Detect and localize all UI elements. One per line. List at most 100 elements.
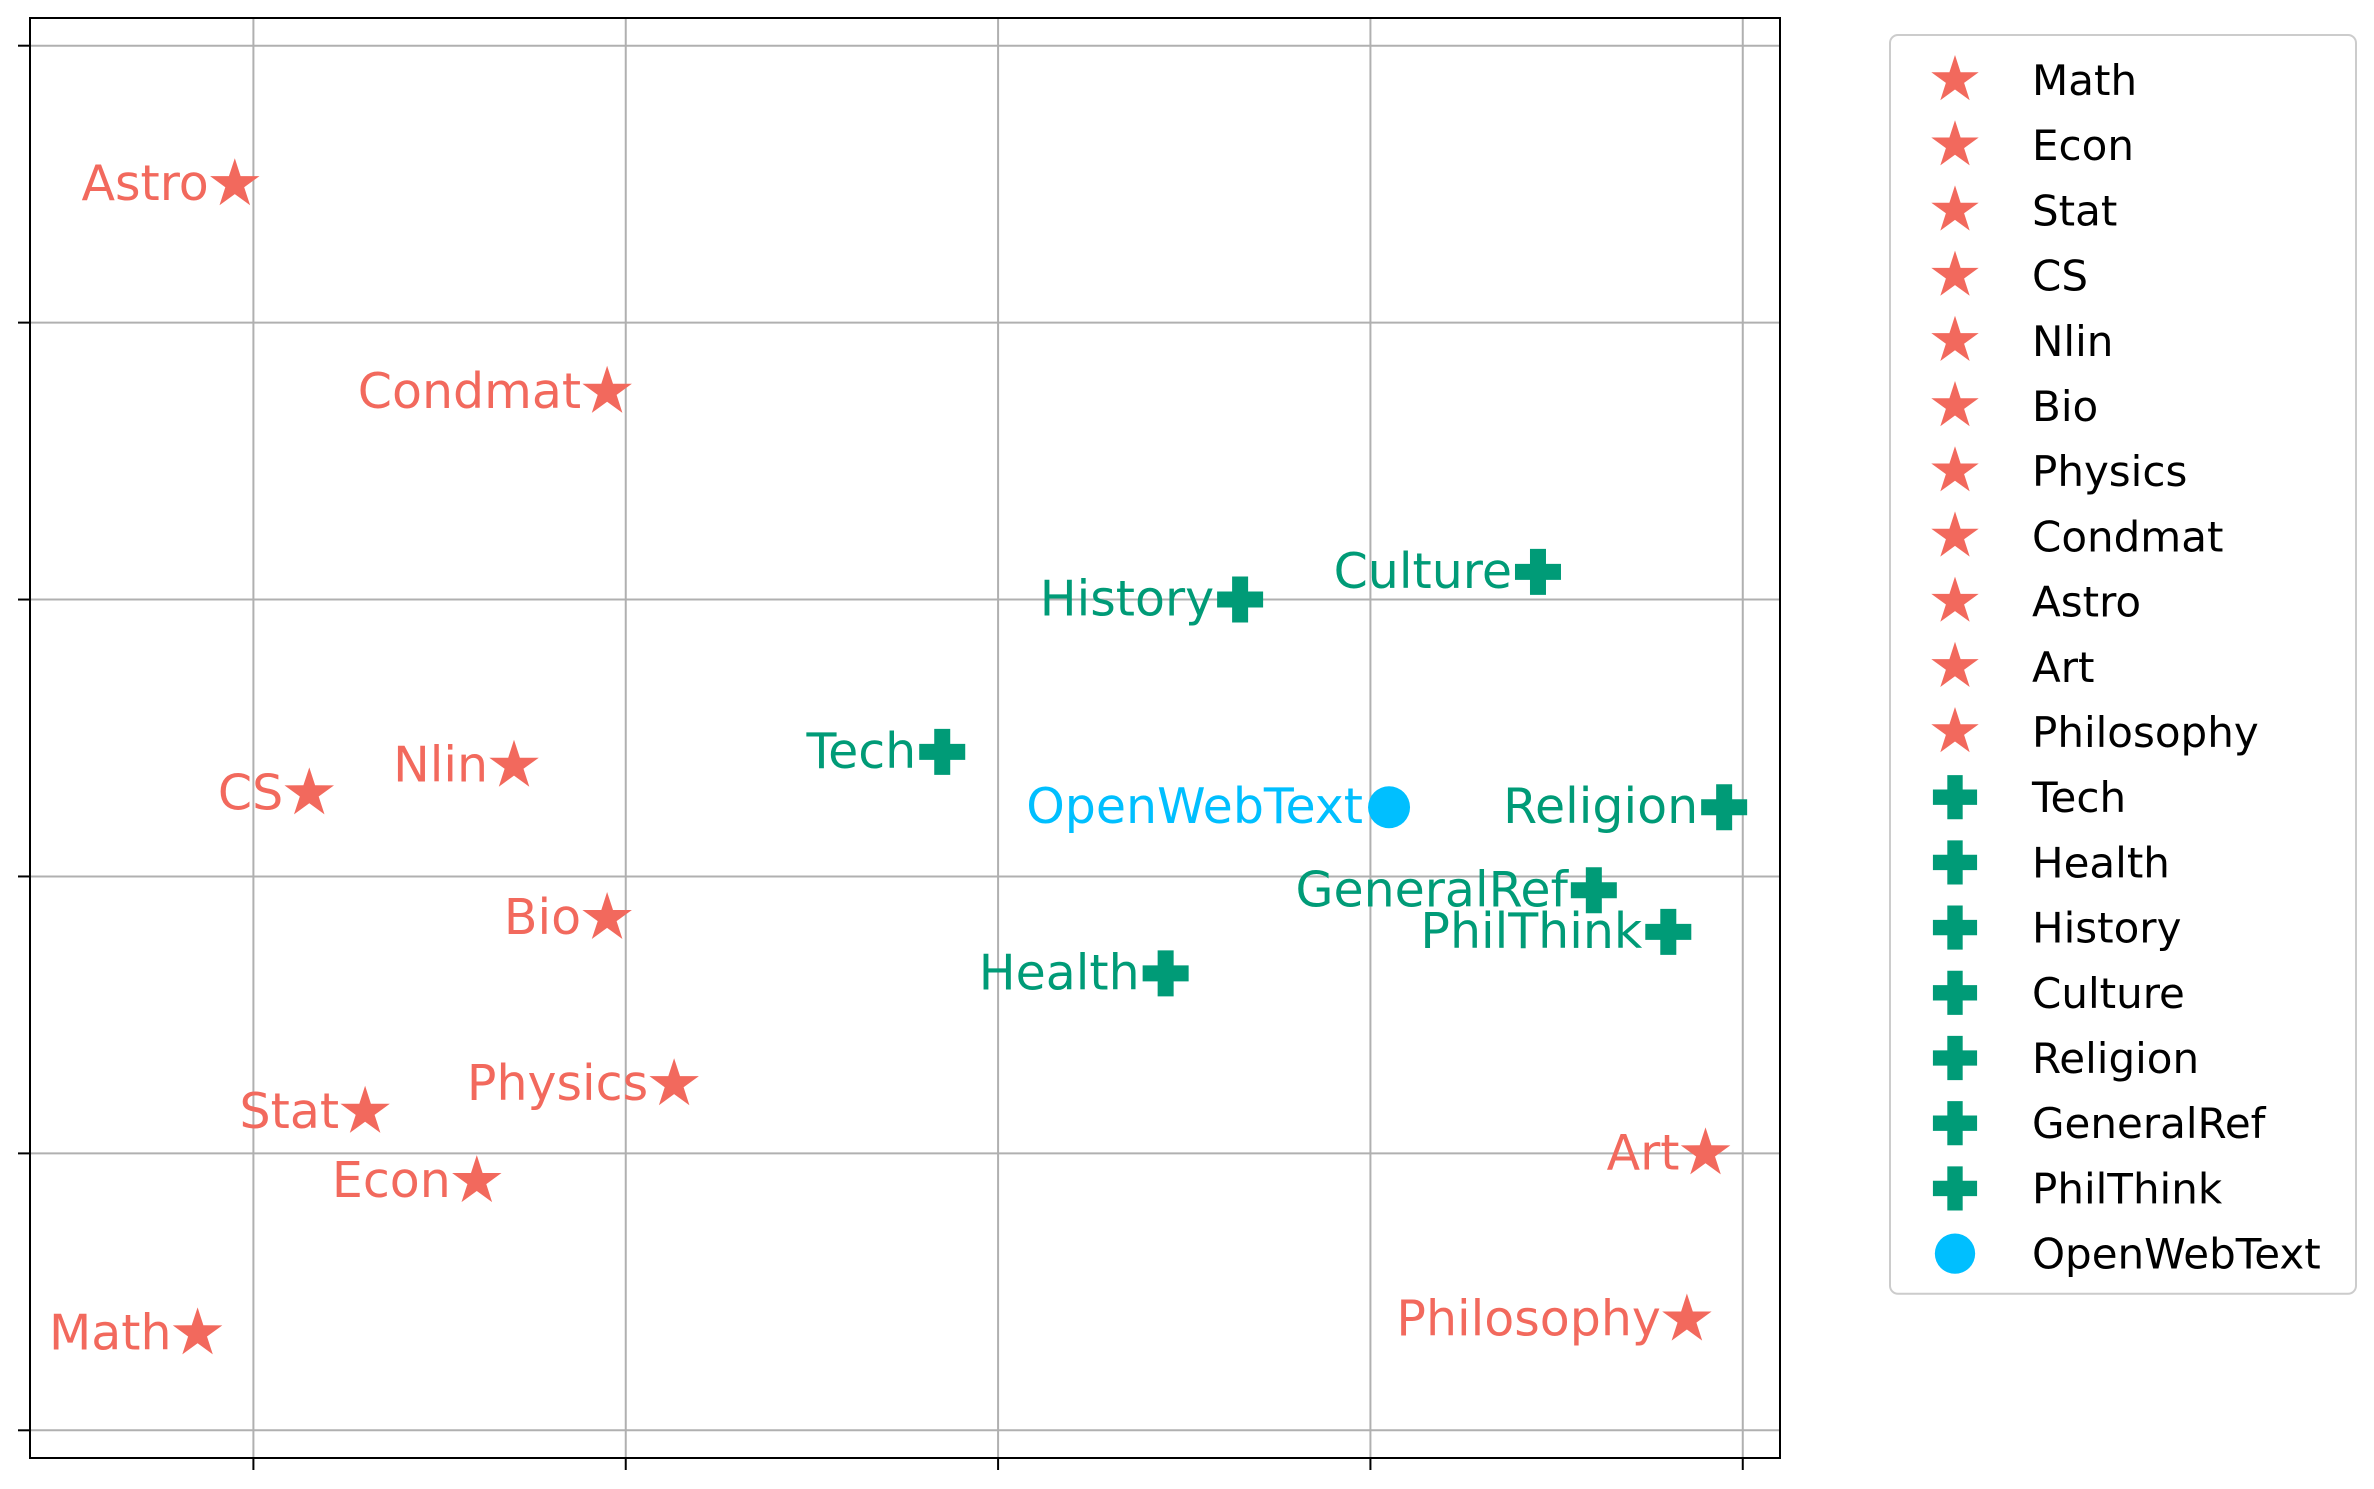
point-art: Art: [1607, 1124, 1731, 1181]
point-label: Condmat: [358, 363, 581, 420]
point-culture: Culture: [1334, 543, 1561, 600]
legend-star-marker: [1931, 446, 1979, 492]
legend-label: Physics: [2032, 447, 2187, 496]
point-tech: Tech: [805, 723, 966, 780]
point-physics: Physics: [467, 1055, 699, 1112]
point-label: PhilThink: [1420, 903, 1642, 960]
legend-item-history: History: [1932, 904, 2181, 953]
legend-star-marker: [1931, 576, 1979, 622]
star-marker: [1662, 1293, 1712, 1341]
legend-star-marker: [1931, 641, 1979, 687]
point-philthink: PhilThink: [1420, 903, 1692, 960]
point-econ: Econ: [332, 1152, 502, 1209]
point-label: Stat: [240, 1083, 340, 1140]
point-stat: Stat: [240, 1083, 390, 1140]
legend-item-econ: Econ: [1931, 120, 2134, 170]
point-math: Math: [49, 1304, 223, 1361]
star-marker: [284, 767, 334, 815]
legend-star-marker: [1931, 185, 1979, 231]
legend-item-religion: Religion: [1932, 1034, 2199, 1083]
legend-item-health: Health: [1932, 838, 2170, 887]
plus-marker: [1142, 950, 1189, 997]
legend-plus-marker: [1932, 1101, 1978, 1146]
legend-plus-marker: [1932, 1166, 1978, 1211]
point-label: Bio: [504, 889, 581, 946]
plus-marker: [1570, 867, 1617, 914]
legend-label: Astro: [2032, 578, 2141, 627]
legend-item-openwebtext: OpenWebText: [1934, 1230, 2321, 1279]
point-condmat: Condmat: [358, 363, 632, 420]
point-label: Art: [1607, 1124, 1680, 1181]
legend-star-marker: [1931, 511, 1979, 557]
legend-label: Religion: [2032, 1034, 2199, 1083]
star-marker: [649, 1058, 699, 1106]
legend-label: Nlin: [2032, 317, 2113, 366]
legend-label: History: [2032, 904, 2181, 953]
legend-label: Culture: [2032, 969, 2185, 1018]
point-label: Nlin: [393, 737, 488, 794]
legend-item-philosophy: Philosophy: [1931, 707, 2259, 757]
legend-plus-marker: [1932, 840, 1978, 885]
point-label: Physics: [467, 1055, 648, 1112]
plus-marker: [1217, 576, 1264, 623]
point-label: CS: [218, 764, 283, 821]
point-label: OpenWebText: [1026, 778, 1363, 835]
legend-item-generalref: GeneralRef: [1932, 1099, 2267, 1148]
legend-label: Health: [2032, 838, 2170, 887]
legend-item-stat: Stat: [1931, 185, 2117, 235]
axis-ticks: [18, 44, 1744, 1470]
legend-label: PhilThink: [2032, 1164, 2223, 1213]
legend-item-art: Art: [1931, 641, 2094, 692]
legend-star-marker: [1931, 315, 1979, 361]
point-nlin: Nlin: [393, 737, 539, 794]
plus-marker: [919, 728, 966, 775]
point-cs: CS: [218, 764, 334, 821]
legend-item-bio: Bio: [1931, 381, 2098, 431]
legend-item-astro: Astro: [1931, 576, 2141, 627]
star-marker: [340, 1085, 390, 1133]
legend-label: Philosophy: [2032, 708, 2259, 757]
plus-marker: [1514, 548, 1561, 595]
legend-item-cs: CS: [1931, 250, 2088, 301]
legend-label: Condmat: [2032, 512, 2223, 561]
plot-frame: [29, 17, 1781, 1459]
star-marker: [210, 158, 260, 206]
point-label: Tech: [805, 723, 916, 780]
point-philosophy: Philosophy: [1396, 1291, 1712, 1348]
legend-box: [1889, 34, 2357, 1295]
point-label: Philosophy: [1396, 1291, 1660, 1348]
point-label: Astro: [81, 155, 208, 212]
legend-item-physics: Physics: [1931, 446, 2187, 496]
point-health: Health: [979, 944, 1189, 1001]
legend-item-nlin: Nlin: [1931, 315, 2113, 366]
legend-plus-marker: [1932, 905, 1978, 950]
legend-circle-marker: [1934, 1233, 1976, 1274]
point-generalref: GeneralRef: [1295, 861, 1617, 918]
legend-item-tech: Tech: [1932, 773, 2126, 822]
legend-label: Stat: [2032, 186, 2117, 235]
legend-star-marker: [1931, 55, 1979, 101]
legend-plus-marker: [1932, 1035, 1978, 1081]
star-marker: [582, 365, 632, 413]
circle-marker: [1368, 786, 1411, 829]
legend-star-marker: [1931, 707, 1979, 753]
legend-item-math: Math: [1931, 55, 2137, 105]
legend-label: Math: [2032, 56, 2137, 105]
legend-item-philthink: PhilThink: [1932, 1164, 2223, 1213]
legend-plus-marker: [1932, 970, 1978, 1015]
point-label: Math: [49, 1304, 172, 1361]
point-label: GeneralRef: [1295, 861, 1569, 918]
legend-item-culture: Culture: [1932, 969, 2185, 1018]
legend-label: OpenWebText: [2032, 1230, 2321, 1279]
point-label: Econ: [332, 1152, 451, 1209]
point-religion: Religion: [1503, 778, 1748, 835]
star-marker: [452, 1155, 502, 1203]
point-astro: Astro: [81, 155, 260, 212]
point-label: History: [1040, 571, 1214, 628]
plus-marker: [1701, 784, 1748, 831]
legend: Math Econ Stat CS Nlin Bio Physics Condmat Astro…: [1889, 34, 2357, 1295]
star-marker: [582, 892, 632, 939]
legend-label: CS: [2032, 252, 2088, 301]
star-marker: [172, 1307, 223, 1355]
